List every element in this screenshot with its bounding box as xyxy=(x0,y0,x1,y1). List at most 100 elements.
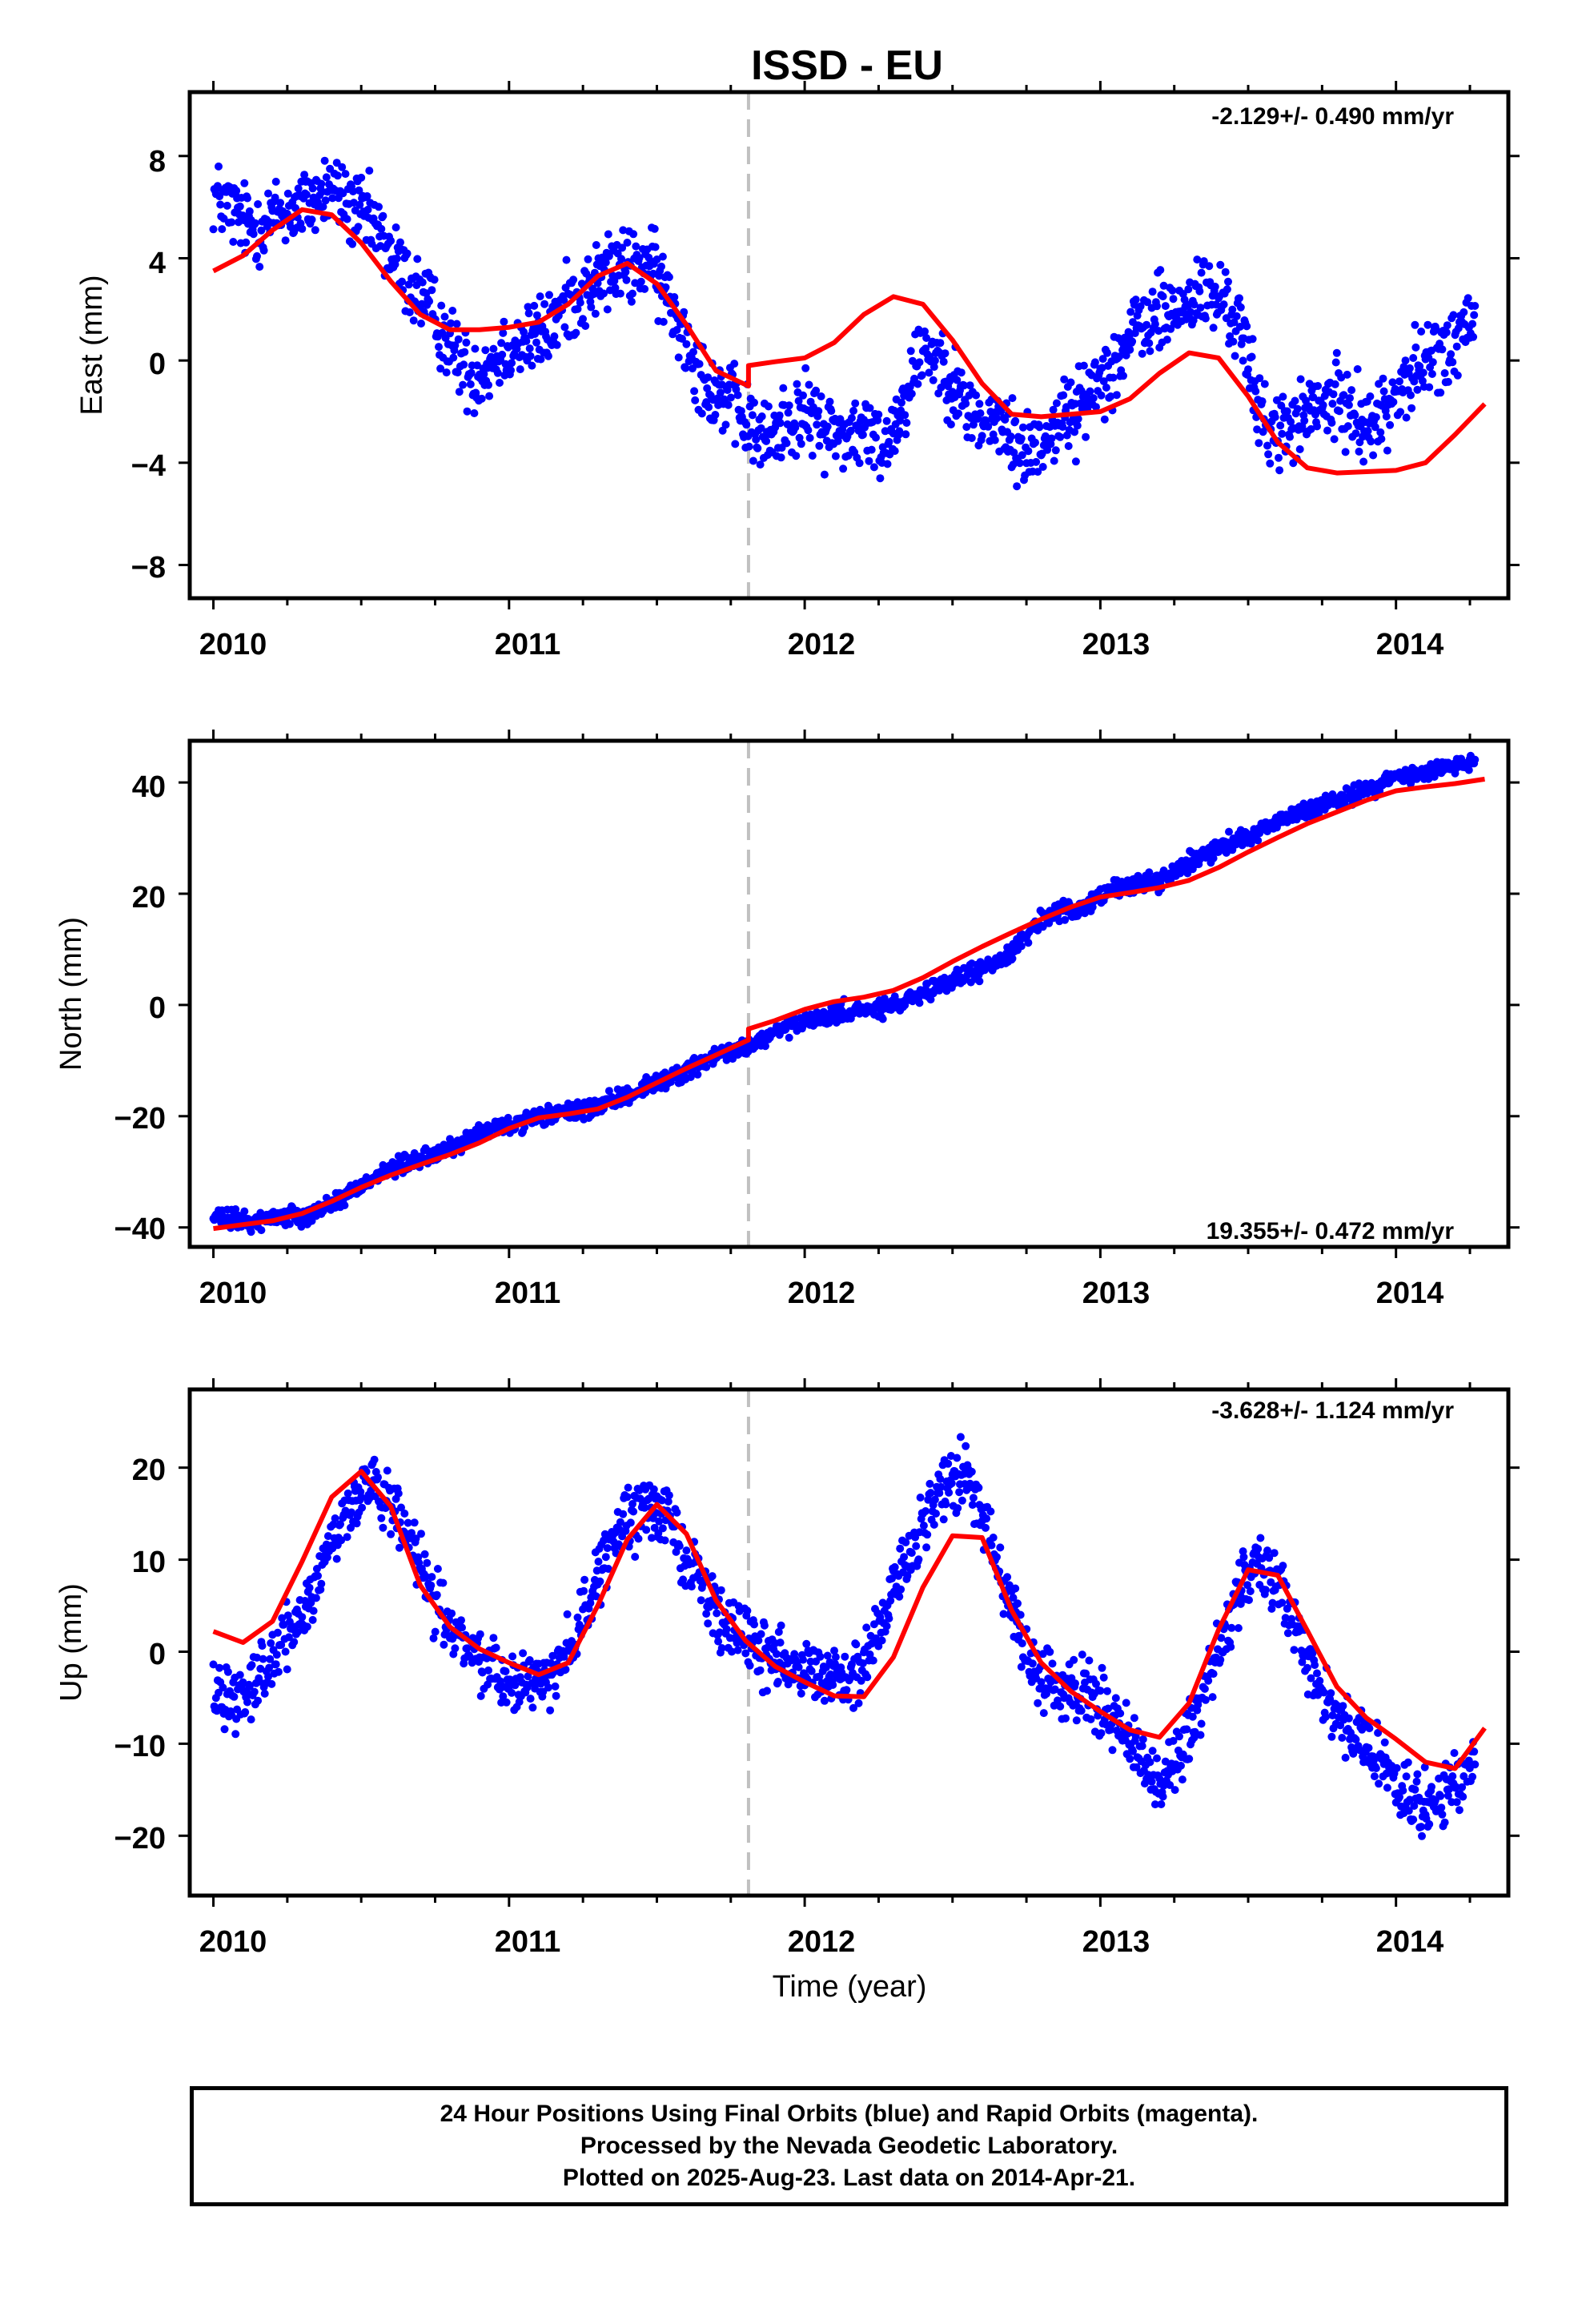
east-data-point xyxy=(576,298,584,307)
east-data-point xyxy=(1106,392,1115,400)
north-data-point xyxy=(322,1193,331,1202)
up-data-point xyxy=(526,1695,535,1703)
east-data-point xyxy=(466,380,475,388)
up-data-point xyxy=(708,1572,717,1581)
east-data-point xyxy=(449,353,458,362)
up-data-point xyxy=(1227,1642,1235,1651)
up-data-point xyxy=(756,1666,765,1675)
up-fit-line xyxy=(212,1469,1487,1771)
east-data-point xyxy=(872,433,880,442)
up-data-point xyxy=(290,1638,299,1647)
east-data-point xyxy=(794,396,803,405)
east-data-point xyxy=(785,401,793,410)
east-data-point xyxy=(1343,370,1351,379)
east-x-tick-2014: 2014 xyxy=(1376,628,1444,661)
up-data-point xyxy=(272,1651,281,1659)
east-data-point xyxy=(1377,435,1386,444)
up-data-point xyxy=(552,1691,560,1700)
up-data-point xyxy=(1413,1770,1422,1779)
up-data-point xyxy=(247,1661,256,1670)
east-data-point xyxy=(1209,324,1218,332)
up-data-point xyxy=(1014,1599,1022,1608)
east-data-point xyxy=(757,424,765,432)
up-data-point xyxy=(298,1613,307,1622)
up-data-point xyxy=(722,1625,731,1634)
east-data-point xyxy=(1232,312,1241,320)
up-data-point xyxy=(496,1677,505,1686)
up-data-point xyxy=(1427,1783,1435,1791)
east-rate-label: -2.129+/- 0.490 mm/yr xyxy=(1211,103,1454,130)
up-data-point xyxy=(1328,1711,1337,1719)
up-data-point xyxy=(1450,1749,1459,1757)
east-data-point xyxy=(462,338,471,347)
east-x-tick-2013: 2013 xyxy=(1082,628,1150,661)
east-data-point xyxy=(1427,370,1436,378)
up-data-point xyxy=(1278,1598,1287,1607)
up-data-point xyxy=(427,1581,436,1590)
up-data-point xyxy=(501,1667,510,1675)
up-data-point xyxy=(266,1655,275,1663)
east-data-point xyxy=(674,353,683,362)
east-data-point xyxy=(902,419,911,427)
east-data-point xyxy=(939,357,948,366)
up-data-point xyxy=(1071,1679,1079,1688)
up-data-point xyxy=(1279,1562,1287,1570)
up-data-point xyxy=(967,1467,976,1476)
east-data-point xyxy=(936,339,945,348)
up-data-point xyxy=(1448,1772,1457,1780)
north-y-axis-label: North (mm) xyxy=(54,917,88,1071)
east-data-point xyxy=(276,199,285,207)
east-data-point xyxy=(209,225,218,234)
up-data-point xyxy=(311,1594,320,1602)
east-frame xyxy=(187,90,1511,601)
east-data-point xyxy=(731,440,740,448)
east-data-point xyxy=(1229,337,1238,346)
up-data-point xyxy=(882,1622,891,1630)
up-data-point xyxy=(332,1554,341,1563)
east-data-point xyxy=(467,368,476,377)
east-data-point xyxy=(391,223,400,231)
up-data-point xyxy=(1281,1614,1290,1622)
up-data-point xyxy=(715,1628,724,1637)
up-data-point xyxy=(1358,1725,1367,1734)
east-data-point xyxy=(1035,423,1044,432)
up-data-point xyxy=(331,1514,339,1522)
up-data-point xyxy=(1077,1707,1086,1715)
east-data-point xyxy=(1199,257,1208,266)
up-data-point xyxy=(1122,1699,1130,1707)
up-data-point xyxy=(1341,1753,1350,1762)
up-data-point xyxy=(863,1673,872,1682)
north-data-point xyxy=(761,1042,769,1051)
east-data-point xyxy=(1169,295,1178,304)
up-data-point xyxy=(281,1647,290,1656)
east-data-point xyxy=(874,410,883,419)
east-data-point xyxy=(398,277,407,286)
north-data-point xyxy=(975,977,984,986)
up-data-point xyxy=(1099,1673,1108,1682)
east-data-point xyxy=(531,330,540,338)
east-data-point xyxy=(791,423,800,432)
east-data-point xyxy=(946,420,955,428)
up-data-point xyxy=(457,1616,465,1625)
up-data-point xyxy=(499,1692,508,1701)
east-data-point xyxy=(1070,428,1079,436)
east-data-point xyxy=(437,301,446,310)
up-data-point xyxy=(209,1660,218,1669)
up-data-point xyxy=(679,1575,688,1584)
east-data-point xyxy=(691,396,700,404)
east-data-point xyxy=(242,238,251,247)
east-data-point xyxy=(321,196,330,205)
east-data-point xyxy=(823,422,832,431)
up-data-point xyxy=(317,1579,326,1588)
east-data-point xyxy=(1369,451,1378,460)
east-data-point xyxy=(962,400,970,408)
east-data-point xyxy=(1216,260,1225,269)
east-data-point xyxy=(254,200,263,208)
east-data-point xyxy=(251,219,259,227)
east-data-point xyxy=(1247,352,1256,361)
east-data-point xyxy=(532,338,540,347)
up-data-point xyxy=(1261,1586,1270,1594)
east-data-point xyxy=(636,277,645,286)
east-data-point xyxy=(249,230,258,239)
up-data-point xyxy=(308,1615,317,1624)
